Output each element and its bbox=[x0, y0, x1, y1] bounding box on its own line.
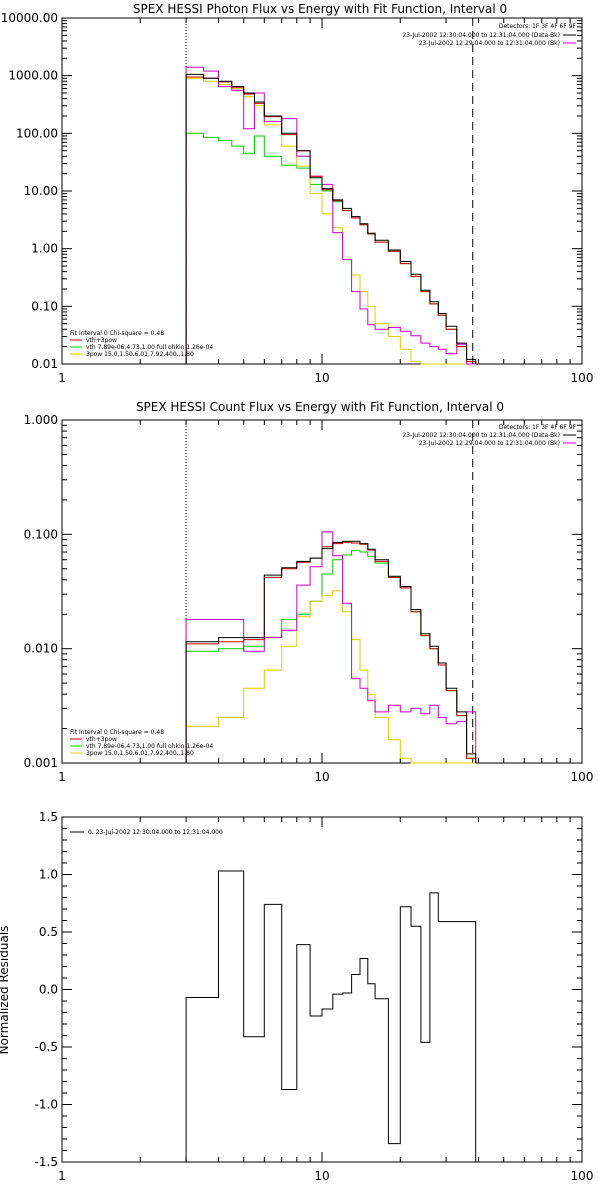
p1-series-3pow bbox=[185, 77, 476, 365]
panel1-bk-label: 23-Jul-2002 12:29:04.000 to 12:31:04.000… bbox=[419, 40, 560, 47]
panel2-vth-label: vth 7.89e-06,4.73,1.00 full ohkin 1.26e-… bbox=[86, 743, 213, 750]
p1-xtick-label: 10 bbox=[314, 371, 329, 385]
p3-ytick-label: -0.5 bbox=[35, 1040, 58, 1054]
panel1-vth-label: vth 7.89e-06,4.73,1.00 full ohkin 1.26e-… bbox=[86, 344, 213, 351]
panel-count-flux: SPEX HESSI Count Flux vs Energy with Fit… bbox=[24, 400, 594, 784]
panel1-legend-bottom-left: Fit Interval 0 Chi-square = 0.48 vth+3po… bbox=[70, 330, 213, 358]
panel3-series bbox=[185, 870, 477, 1162]
panel2-vth3pow-label: vth+3pow bbox=[86, 736, 117, 743]
p2-series-bk bbox=[185, 531, 477, 763]
p1-xtick-label: 1 bbox=[58, 371, 66, 385]
panel1-detectors-label: Detectors: 1F 3F 4F 6F 9F bbox=[499, 23, 577, 30]
panel2-y-ticks: 0.001 0.010 0.100 1.000 bbox=[24, 413, 582, 770]
panel2-3pow-label: 3pow 15.0,1.50,6.01,7.92,400.,1.80 bbox=[86, 750, 194, 757]
p3-ytick-label: 0.5 bbox=[39, 925, 58, 939]
panel-photon-flux: SPEX HESSI Photon Flux vs Energy with Fi… bbox=[1, 2, 594, 385]
p1-xtick-label: 100 bbox=[571, 371, 594, 385]
p2-ytick-label: 0.100 bbox=[24, 527, 58, 541]
p3-ytick-label: 1.0 bbox=[39, 868, 58, 882]
p2-series-3pow bbox=[185, 590, 476, 764]
p1-ytick-label: 0.10 bbox=[31, 299, 58, 313]
p3-xtick-label: 1 bbox=[58, 1169, 66, 1183]
panel2-fit-interval-label: Fit Interval 0 Chi-square = 0.48 bbox=[70, 729, 164, 736]
panel1-x-ticks: 1 10 100 bbox=[58, 18, 593, 385]
panel2-legend-bottom-left: Fit Interval 0 Chi-square = 0.48 vth+3po… bbox=[70, 729, 213, 757]
panel2-bk-label: 23-Jul-2002 12:29:04.000 to 12:31:04.000… bbox=[419, 440, 560, 447]
panel-residuals: -1.5 -1.0 -0.5 0.0 0.5 1.0 1.5 1 10 100 Normaliz… bbox=[0, 810, 593, 1183]
panel1-fit-interval-label: Fit Interval 0 Chi-square = 0.48 bbox=[70, 330, 164, 337]
panel3-y-axis-label: Normalized Residuals bbox=[0, 926, 11, 1055]
panel1-vth3pow-label: vth+3pow bbox=[86, 337, 117, 344]
panel3-x-ticks: 1 10 100 bbox=[58, 817, 593, 1183]
p1-ytick-label: 10.00 bbox=[24, 184, 58, 198]
panel2-title: SPEX HESSI Count Flux vs Energy with Fit… bbox=[136, 400, 504, 414]
p2-ytick-label: 0.010 bbox=[24, 642, 58, 656]
panel3-legend-label: 0. 23-Jul-2002 12:30:04.000 to 12:31:04.… bbox=[88, 829, 223, 836]
p2-xtick-label: 100 bbox=[571, 770, 594, 784]
p2-xtick-label: 1 bbox=[58, 770, 66, 784]
panel2-legend-top-right: Detectors: 1F 3F 4F 6F 9F 23-Jul-2002 12… bbox=[402, 424, 576, 447]
p3-ytick-label: -1.0 bbox=[35, 1098, 58, 1112]
p2-series-vth-3pow bbox=[185, 541, 477, 763]
p1-ytick-label: 10000.00 bbox=[1, 11, 58, 25]
p3-xtick-label: 100 bbox=[571, 1169, 594, 1183]
panel2-x-ticks: 1 10 100 bbox=[58, 420, 593, 784]
panel3-legend: 0. 23-Jul-2002 12:30:04.000 to 12:31:04.… bbox=[70, 829, 223, 836]
p2-series-vth bbox=[185, 550, 477, 763]
p1-ytick-label: 0.01 bbox=[31, 357, 58, 371]
panel1-3pow-label: 3pow 15.0,1.50,6.01,7.92,400.,1.80 bbox=[86, 351, 194, 358]
panel1-title: SPEX HESSI Photon Flux vs Energy with Fi… bbox=[133, 2, 507, 16]
p1-ytick-label: 1000.00 bbox=[8, 69, 58, 83]
p2-ytick-label: 0.001 bbox=[24, 756, 58, 770]
p3-ytick-label: -1.5 bbox=[35, 1155, 58, 1169]
panel1-legend-top-right: Detectors: 1F 3F 4F 6F 9F 23-Jul-2002 12… bbox=[402, 23, 576, 47]
panel2-series bbox=[185, 531, 477, 764]
p1-series-vth bbox=[185, 132, 477, 364]
panel1-data-bk-label: 23-Jul-2002 12:30:04.000 to 12:31:04.000… bbox=[402, 32, 560, 39]
p3-ytick-label: 1.5 bbox=[39, 810, 58, 824]
p3-series-0-23-jul-2002-12-30-04-000-to-12-31-04-000 bbox=[185, 870, 477, 1162]
p1-ytick-label: 1.00 bbox=[31, 242, 58, 256]
p3-ytick-label: 0.0 bbox=[39, 983, 58, 997]
panel3-y-ticks: -1.5 -1.0 -0.5 0.0 0.5 1.0 1.5 bbox=[35, 810, 582, 1169]
p2-series-data-bk bbox=[185, 540, 477, 763]
panel1-y-ticks: 0.01 0.10 1.00 10.00 100.00 1000.00 10000.00 bbox=[1, 11, 582, 371]
p1-series-vth-3pow bbox=[185, 76, 477, 364]
p1-series-bk bbox=[185, 66, 476, 365]
panel3-frame bbox=[61, 816, 583, 1163]
p2-xtick-label: 10 bbox=[314, 770, 329, 784]
panel2-detectors-label: Detectors: 1F 3F 4F 6F 9F bbox=[499, 424, 577, 431]
panel1-series bbox=[185, 66, 477, 365]
p1-series-data-bk bbox=[185, 73, 477, 364]
p2-ytick-label: 1.000 bbox=[24, 413, 58, 427]
panel2-data-bk-label: 23-Jul-2002 12:30:04.000 to 12:31:04.000… bbox=[402, 432, 560, 439]
p3-xtick-label: 10 bbox=[314, 1169, 329, 1183]
p1-ytick-label: 100.00 bbox=[16, 126, 58, 140]
